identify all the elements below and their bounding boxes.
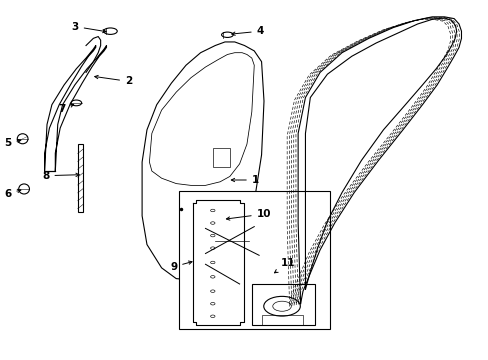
Bar — [78, 144, 83, 212]
Text: 3: 3 — [71, 22, 106, 33]
Bar — [178, 191, 329, 329]
Bar — [251, 284, 315, 325]
Text: 10: 10 — [226, 209, 271, 220]
Text: 11: 11 — [274, 258, 295, 273]
Text: 7: 7 — [58, 104, 74, 114]
Text: 9: 9 — [170, 261, 192, 272]
Text: 5: 5 — [4, 139, 21, 148]
Bar — [212, 148, 229, 167]
Text: 4: 4 — [231, 26, 264, 36]
Text: 1: 1 — [231, 175, 259, 185]
Text: 2: 2 — [95, 75, 132, 86]
Bar — [261, 315, 303, 325]
Text: 8: 8 — [42, 171, 79, 181]
Text: 6: 6 — [4, 189, 21, 199]
